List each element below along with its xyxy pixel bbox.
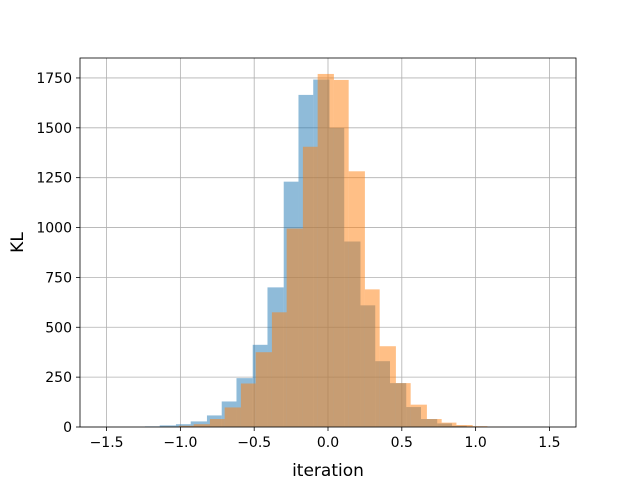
y-axis-ticks: 0 250 500 750 1000 1250 1500 1750	[36, 71, 80, 436]
x-tick-label: 0.5	[391, 435, 413, 451]
histogram-bar-series-2	[255, 352, 272, 427]
y-tick-label: 0	[63, 420, 72, 436]
histogram-bar-series-2	[410, 404, 427, 427]
y-tick-label: 750	[45, 270, 72, 286]
histogram-bar-series-2	[317, 73, 334, 427]
histogram-bar-series-2	[193, 424, 210, 427]
histogram-bar-series-2	[395, 383, 411, 427]
y-tick-label: 1000	[36, 221, 72, 237]
x-tick-label: −1.0	[163, 435, 197, 451]
x-tick-label: −1.5	[90, 435, 124, 451]
histogram-bar-series-1	[159, 425, 176, 427]
x-tick-label: 1.0	[464, 435, 486, 451]
histogram-bars	[144, 73, 504, 428]
x-axis-label: iteration	[292, 461, 364, 480]
histogram-bar-series-2	[333, 79, 349, 427]
y-tick-label: 1500	[36, 121, 72, 137]
x-axis-ticks: −1.5 −1.0 −0.5 0.0 0.5 1.0 1.5	[90, 427, 561, 451]
x-tick-label: 0.0	[317, 435, 339, 451]
histogram-bar-series-2	[456, 425, 473, 427]
histogram-bar-series-2	[286, 228, 303, 427]
histogram-bar-series-2	[240, 383, 256, 427]
histogram-bar-series-2	[209, 419, 225, 427]
y-tick-label: 250	[45, 370, 72, 386]
histogram-bar-series-2	[178, 425, 194, 427]
histogram-bar-series-2	[426, 419, 442, 427]
histogram-bar-series-2	[348, 171, 365, 427]
y-tick-label: 500	[45, 320, 72, 336]
histogram-bar-series-1	[175, 424, 191, 427]
x-tick-label: −0.5	[237, 435, 271, 451]
y-tick-label: 1250	[36, 171, 72, 187]
histogram-bar-series-2	[379, 346, 396, 427]
histogram-bar-series-2	[224, 407, 241, 427]
histogram-bar-series-2	[441, 422, 457, 427]
histogram-bar-series-2	[302, 146, 318, 427]
y-axis-label: KL	[8, 232, 28, 253]
histogram-bar-series-2	[364, 289, 380, 427]
y-tick-label: 1750	[36, 71, 72, 87]
x-tick-label: 1.5	[538, 435, 560, 451]
histogram-bar-series-2	[271, 312, 287, 427]
